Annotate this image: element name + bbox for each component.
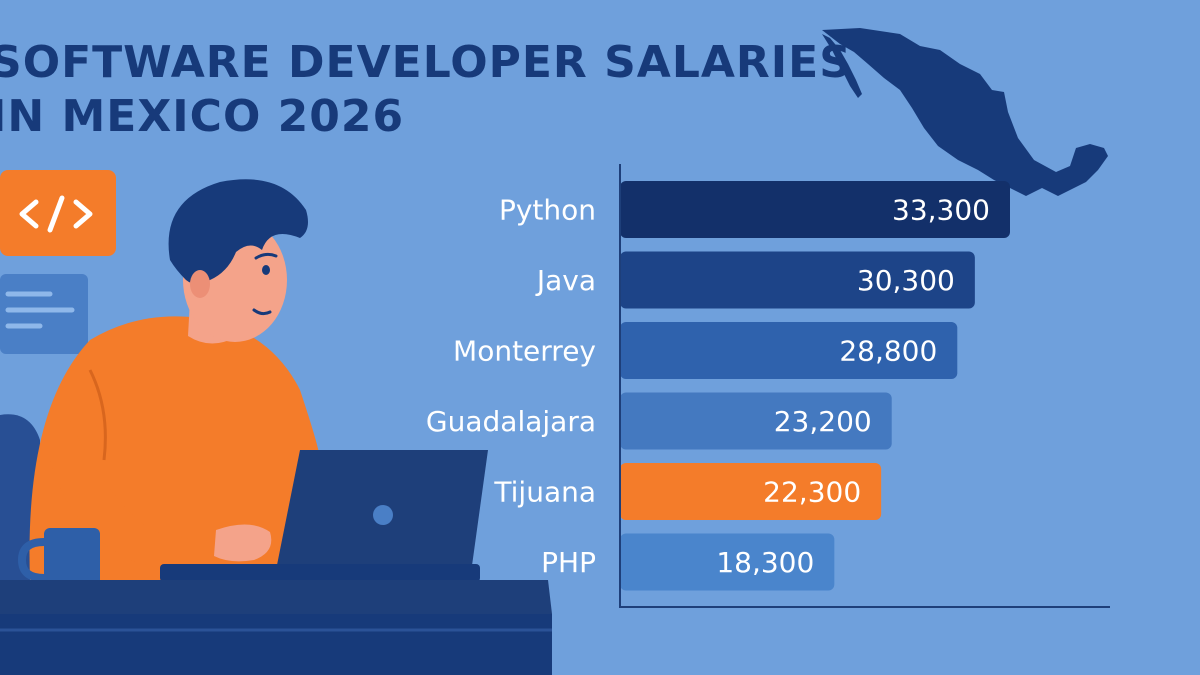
bar-monterrey [620, 322, 958, 379]
category-label-java: Java [535, 264, 596, 297]
value-label-tijuana: 22,300 [763, 476, 861, 509]
bar-tijuana [620, 463, 882, 520]
value-label-python: 33,300 [892, 194, 990, 227]
coffee-mug-icon [17, 528, 100, 590]
category-label-guadalajara: Guadalajara [426, 405, 596, 438]
category-label-tijuana: Tijuana [493, 476, 596, 509]
bar-java [620, 251, 975, 309]
code-icon [0, 170, 116, 256]
category-label-monterrey: Monterrey [453, 335, 596, 368]
code-window-icon [0, 274, 88, 354]
category-label-python: Python [499, 194, 596, 227]
chart-title-line-2: IN MEXICO 2026 [0, 91, 405, 142]
chart-title: SOFTWARE DEVELOPER SALARIES IN MEXICO 20… [0, 36, 852, 144]
category-label-php: PHP [541, 546, 596, 579]
bar-python [620, 181, 1010, 238]
bar-php [620, 533, 835, 591]
value-label-php: 18,300 [716, 546, 814, 579]
bar-guadalajara [620, 392, 892, 450]
value-label-java: 30,300 [857, 264, 955, 297]
mexico-map-icon [822, 28, 1108, 196]
chart-title-line-1: SOFTWARE DEVELOPER SALARIES [0, 37, 852, 88]
developer-illustration [0, 170, 552, 675]
laptop-icon [160, 450, 488, 582]
value-label-guadalajara: 23,200 [774, 405, 872, 438]
value-label-monterrey: 28,800 [839, 335, 937, 368]
